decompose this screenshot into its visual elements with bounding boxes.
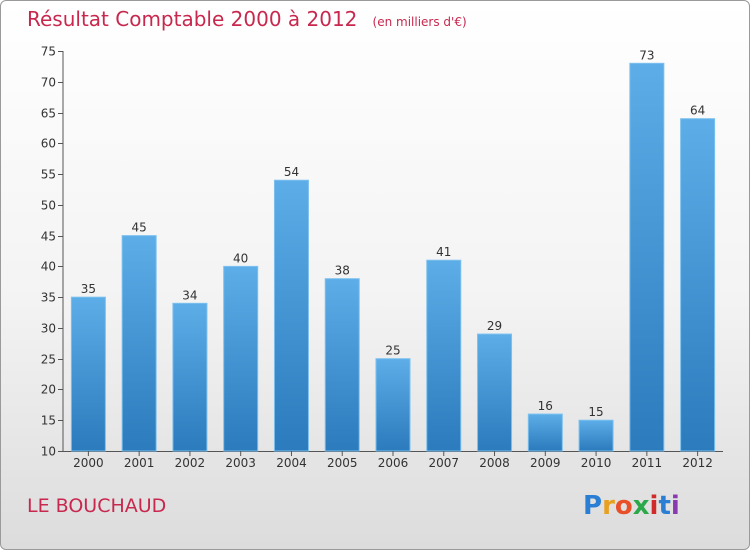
chart-title: Résultat Comptable 2000 à 2012 (en milli… (27, 7, 467, 31)
bar-2000 (70, 296, 106, 452)
logo-letter: t (658, 491, 671, 521)
bar-2009 (527, 413, 563, 452)
bar-2005 (324, 278, 360, 452)
y-tick-label: 50 (41, 199, 56, 213)
bar-2002 (172, 302, 208, 452)
proxiti-logo: Proxiti (583, 491, 680, 521)
x-tick-label-2006: 2006 (378, 456, 409, 470)
x-tick-label-2008: 2008 (479, 456, 510, 470)
data-label-2009: 16 (538, 399, 553, 413)
bar-2001 (121, 235, 157, 452)
y-tick-label: 45 (41, 230, 56, 244)
y-tick-label: 10 (41, 445, 56, 459)
bar-2003 (223, 265, 259, 452)
chart-subtitle: (en milliers d'€) (372, 15, 467, 29)
x-tick-label-2007: 2007 (428, 456, 459, 470)
logo-letter: i (649, 491, 659, 521)
logo-letter: r (602, 491, 615, 521)
bar-2012 (680, 118, 716, 452)
x-tick-label-2011: 2011 (632, 456, 663, 470)
logo-letter: x (632, 491, 650, 521)
data-label-2006: 25 (385, 344, 400, 358)
bar-2007 (426, 259, 462, 452)
logo-letter: o (614, 491, 633, 521)
bar-2010 (578, 419, 614, 452)
logo-letter: P (583, 491, 603, 521)
y-tick-label: 70 (41, 76, 56, 90)
data-label-2008: 29 (487, 319, 502, 333)
bar-2011 (629, 62, 665, 452)
y-tick-label: 65 (41, 107, 56, 121)
y-tick-label: 40 (41, 260, 56, 274)
data-label-2010: 15 (588, 405, 603, 419)
x-tick-label-2001: 2001 (124, 456, 155, 470)
x-tick-label-2012: 2012 (682, 456, 713, 470)
y-tick-label: 30 (41, 322, 56, 336)
x-tick-label-2002: 2002 (175, 456, 206, 470)
place-name: LE BOUCHAUD (27, 495, 167, 517)
y-tick-label: 60 (41, 137, 56, 151)
y-tick-label: 20 (41, 383, 56, 397)
y-tick-label: 35 (41, 291, 56, 305)
data-label-2005: 38 (335, 264, 350, 278)
y-tick-label: 25 (41, 353, 56, 367)
data-label-2000: 35 (81, 282, 96, 296)
data-label-2011: 73 (639, 48, 654, 62)
x-tick-label-2000: 2000 (73, 456, 104, 470)
bar-2006 (375, 358, 411, 452)
data-label-2004: 54 (284, 165, 299, 179)
x-tick-label-2003: 2003 (225, 456, 256, 470)
logo-letter: i (670, 491, 680, 521)
data-label-2002: 34 (182, 288, 197, 302)
data-label-2007: 41 (436, 245, 451, 259)
x-tick-label-2009: 2009 (530, 456, 561, 470)
bar-2004 (273, 179, 309, 452)
data-label-2003: 40 (233, 251, 248, 265)
x-tick-label-2005: 2005 (327, 456, 358, 470)
y-tick-label: 75 (41, 45, 56, 59)
bar-2008 (477, 333, 513, 452)
y-tick-label: 15 (41, 414, 56, 428)
chart-title-text: Résultat Comptable 2000 à 2012 (27, 7, 358, 31)
data-label-2012: 64 (690, 104, 705, 118)
x-tick-label-2004: 2004 (276, 456, 307, 470)
y-tick-label: 55 (41, 168, 56, 182)
data-label-2001: 45 (132, 221, 147, 235)
x-tick-label-2010: 2010 (581, 456, 612, 470)
